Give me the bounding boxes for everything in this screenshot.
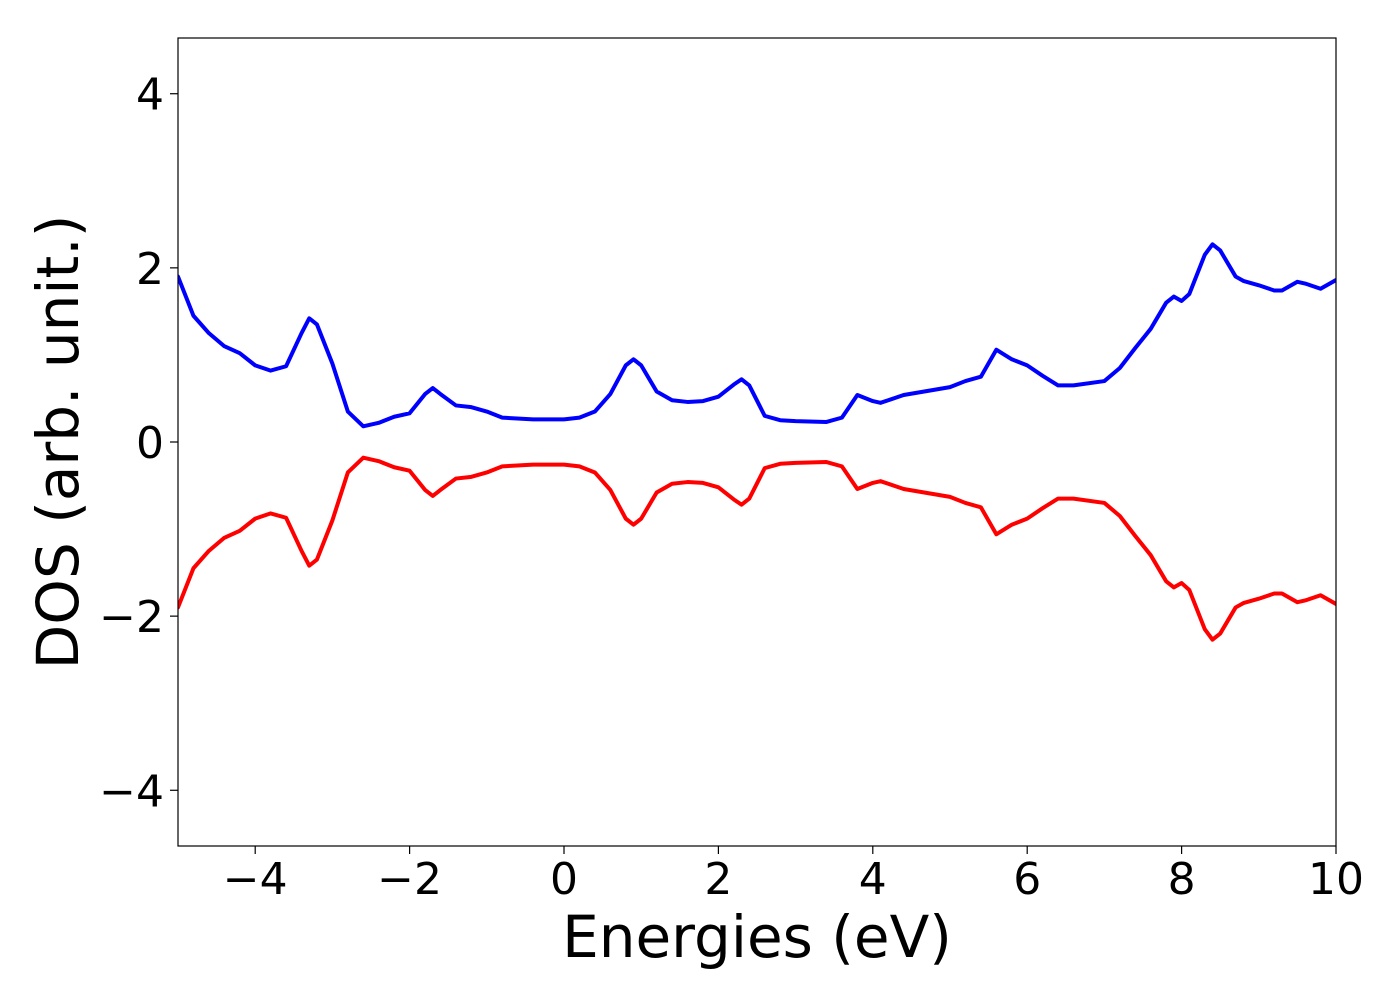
- plot-frame: [177, 37, 1337, 847]
- x-tick-label: −4: [223, 854, 288, 905]
- y-tick-label: −2: [99, 592, 164, 643]
- y-tick-label: 2: [136, 244, 164, 295]
- x-tick-label: 2: [704, 854, 732, 905]
- x-tick-label: 0: [550, 854, 578, 905]
- y-tick-label: 0: [136, 418, 164, 469]
- x-tick-label: 6: [1013, 854, 1041, 905]
- x-axis-label: Energies (eV): [562, 903, 952, 971]
- series-line: [178, 455, 1336, 642]
- x-tick-label: −2: [377, 854, 442, 905]
- x-tick-label: 4: [859, 854, 887, 905]
- y-axis-label: DOS (arb. unit.): [24, 215, 92, 670]
- y-tick-label: −4: [99, 766, 164, 817]
- series-line: [178, 242, 1336, 429]
- x-tick-label: 10: [1308, 854, 1364, 905]
- x-tick-label: 8: [1168, 854, 1196, 905]
- y-tick-label: 4: [136, 70, 164, 121]
